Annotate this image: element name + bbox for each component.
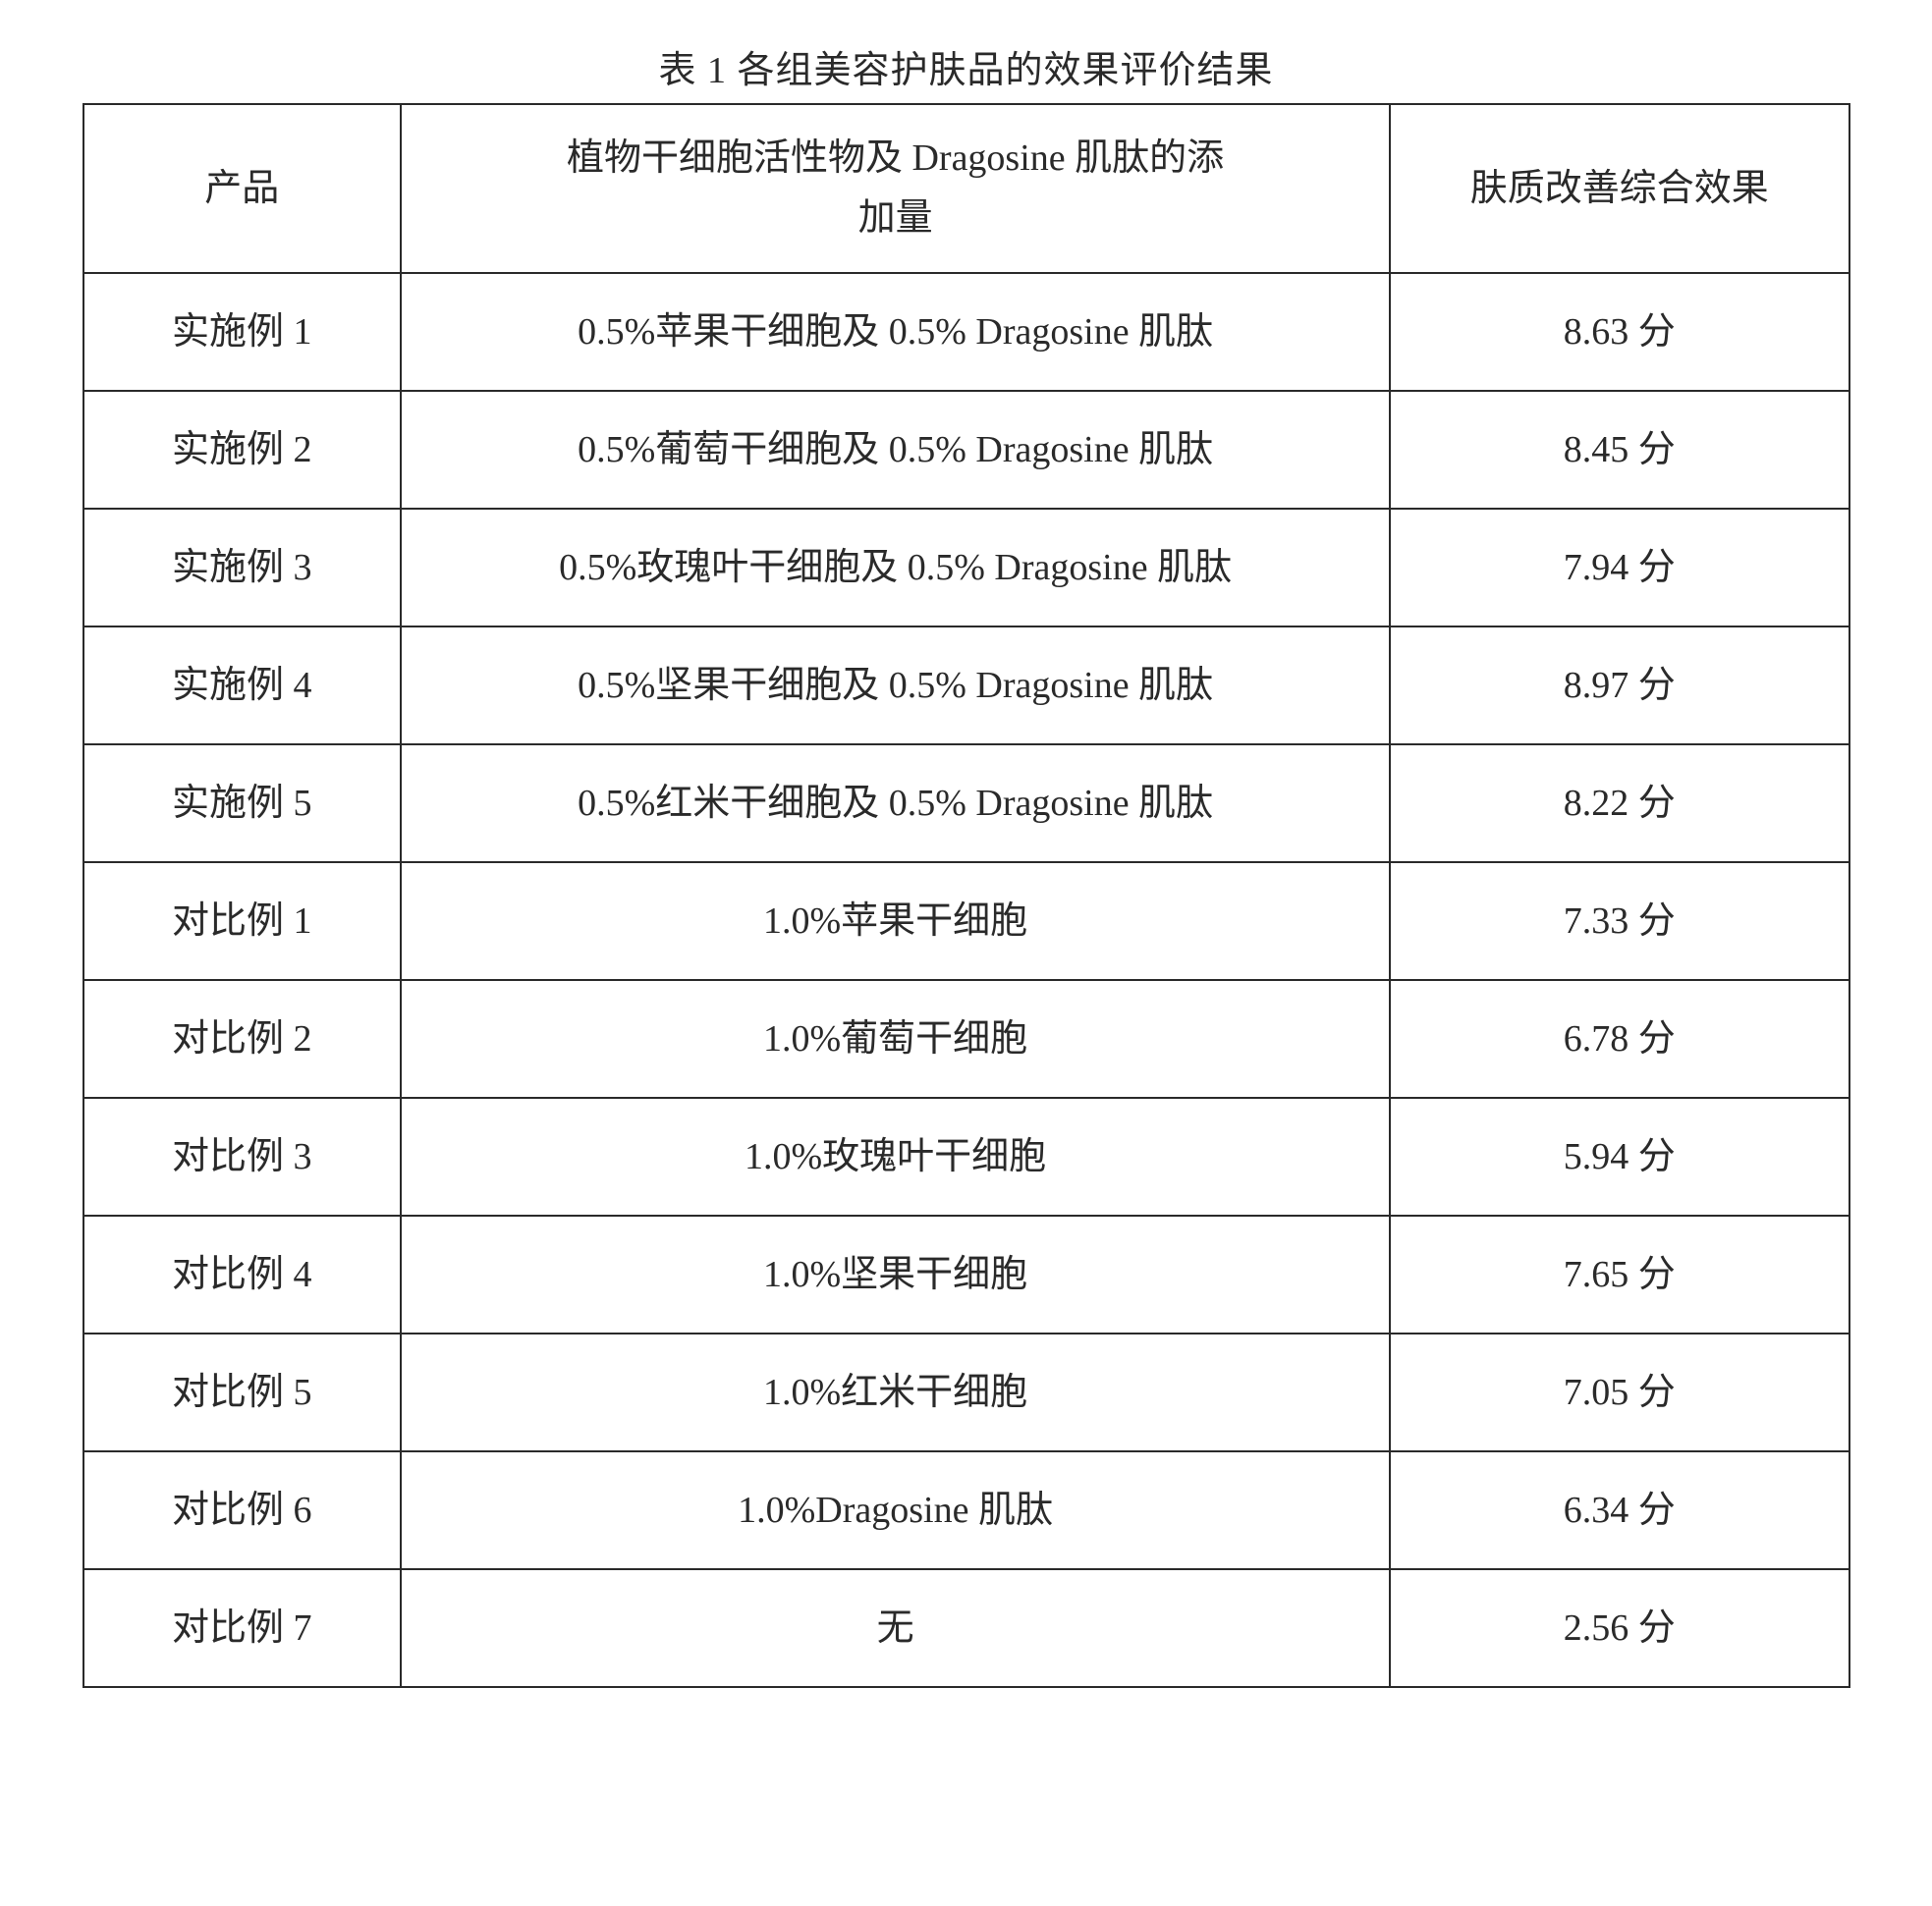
cell-additive: 1.0%红米干细胞 — [401, 1334, 1390, 1451]
table-header-row: 产品 植物干细胞活性物及 Dragosine 肌肽的添 加量 肤质改善综合效果 — [83, 104, 1849, 273]
cell-additive: 0.5%葡萄干细胞及 0.5% Dragosine 肌肽 — [401, 391, 1390, 509]
table-row: 对比例 2 1.0%葡萄干细胞 6.78 分 — [83, 980, 1849, 1098]
cell-product: 对比例 4 — [83, 1216, 402, 1334]
table-row: 实施例 1 0.5%苹果干细胞及 0.5% Dragosine 肌肽 8.63 … — [83, 273, 1849, 391]
cell-score: 2.56 分 — [1390, 1569, 1849, 1687]
table-row: 对比例 5 1.0%红米干细胞 7.05 分 — [83, 1334, 1849, 1451]
cell-score: 6.78 分 — [1390, 980, 1849, 1098]
cell-additive: 1.0%葡萄干细胞 — [401, 980, 1390, 1098]
table-row: 对比例 4 1.0%坚果干细胞 7.65 分 — [83, 1216, 1849, 1334]
cell-additive: 1.0%Dragosine 肌肽 — [401, 1451, 1390, 1569]
cell-product: 实施例 1 — [83, 273, 402, 391]
cell-additive: 无 — [401, 1569, 1390, 1687]
table-caption: 表 1 各组美容护肤品的效果评价结果 — [83, 39, 1850, 93]
table-container: 表 1 各组美容护肤品的效果评价结果 产品 植物干细胞活性物及 Dragosin… — [83, 39, 1850, 1688]
table-row: 实施例 3 0.5%玫瑰叶干细胞及 0.5% Dragosine 肌肽 7.94… — [83, 509, 1849, 626]
cell-score: 8.45 分 — [1390, 391, 1849, 509]
cell-score: 7.05 分 — [1390, 1334, 1849, 1451]
cell-product: 对比例 3 — [83, 1098, 402, 1216]
cell-additive: 0.5%红米干细胞及 0.5% Dragosine 肌肽 — [401, 744, 1390, 862]
cell-score: 8.97 分 — [1390, 626, 1849, 744]
cell-additive: 1.0%玫瑰叶干细胞 — [401, 1098, 1390, 1216]
cell-product: 实施例 3 — [83, 509, 402, 626]
table-row: 实施例 5 0.5%红米干细胞及 0.5% Dragosine 肌肽 8.22 … — [83, 744, 1849, 862]
cell-score: 6.34 分 — [1390, 1451, 1849, 1569]
col-header-product: 产品 — [83, 104, 402, 273]
cell-score: 7.94 分 — [1390, 509, 1849, 626]
cell-score: 7.33 分 — [1390, 862, 1849, 980]
cell-product: 实施例 2 — [83, 391, 402, 509]
cell-score: 8.22 分 — [1390, 744, 1849, 862]
cell-product: 对比例 6 — [83, 1451, 402, 1569]
cell-product: 对比例 5 — [83, 1334, 402, 1451]
table-row: 对比例 6 1.0%Dragosine 肌肽 6.34 分 — [83, 1451, 1849, 1569]
cell-product: 对比例 7 — [83, 1569, 402, 1687]
cell-additive: 1.0%苹果干细胞 — [401, 862, 1390, 980]
cell-score: 7.65 分 — [1390, 1216, 1849, 1334]
table-row: 对比例 1 1.0%苹果干细胞 7.33 分 — [83, 862, 1849, 980]
cell-score: 5.94 分 — [1390, 1098, 1849, 1216]
table-row: 实施例 2 0.5%葡萄干细胞及 0.5% Dragosine 肌肽 8.45 … — [83, 391, 1849, 509]
table-row: 实施例 4 0.5%坚果干细胞及 0.5% Dragosine 肌肽 8.97 … — [83, 626, 1849, 744]
col-header-additive: 植物干细胞活性物及 Dragosine 肌肽的添 加量 — [401, 104, 1390, 273]
cell-additive: 0.5%坚果干细胞及 0.5% Dragosine 肌肽 — [401, 626, 1390, 744]
cell-product: 实施例 5 — [83, 744, 402, 862]
cell-product: 对比例 1 — [83, 862, 402, 980]
cell-additive: 0.5%玫瑰叶干细胞及 0.5% Dragosine 肌肽 — [401, 509, 1390, 626]
cell-score: 8.63 分 — [1390, 273, 1849, 391]
col-header-additive-line2: 加量 — [858, 197, 933, 239]
cell-product: 对比例 2 — [83, 980, 402, 1098]
table-row: 对比例 3 1.0%玫瑰叶干细胞 5.94 分 — [83, 1098, 1849, 1216]
table-row: 对比例 7 无 2.56 分 — [83, 1569, 1849, 1687]
cell-additive: 1.0%坚果干细胞 — [401, 1216, 1390, 1334]
col-header-score: 肤质改善综合效果 — [1390, 104, 1849, 273]
cell-additive: 0.5%苹果干细胞及 0.5% Dragosine 肌肽 — [401, 273, 1390, 391]
cell-product: 实施例 4 — [83, 626, 402, 744]
col-header-additive-line1: 植物干细胞活性物及 Dragosine 肌肽的添 — [567, 137, 1224, 179]
results-table: 产品 植物干细胞活性物及 Dragosine 肌肽的添 加量 肤质改善综合效果 … — [83, 103, 1850, 1688]
